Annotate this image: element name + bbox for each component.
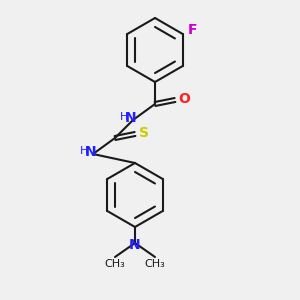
Text: H: H	[120, 112, 128, 122]
Text: F: F	[188, 23, 197, 37]
Text: H: H	[80, 146, 88, 156]
Text: S: S	[139, 126, 149, 140]
Text: O: O	[178, 92, 190, 106]
Text: CH₃: CH₃	[145, 259, 165, 269]
Text: N: N	[129, 238, 141, 252]
Text: CH₃: CH₃	[105, 259, 125, 269]
Text: N: N	[85, 145, 97, 159]
Text: N: N	[125, 111, 137, 125]
